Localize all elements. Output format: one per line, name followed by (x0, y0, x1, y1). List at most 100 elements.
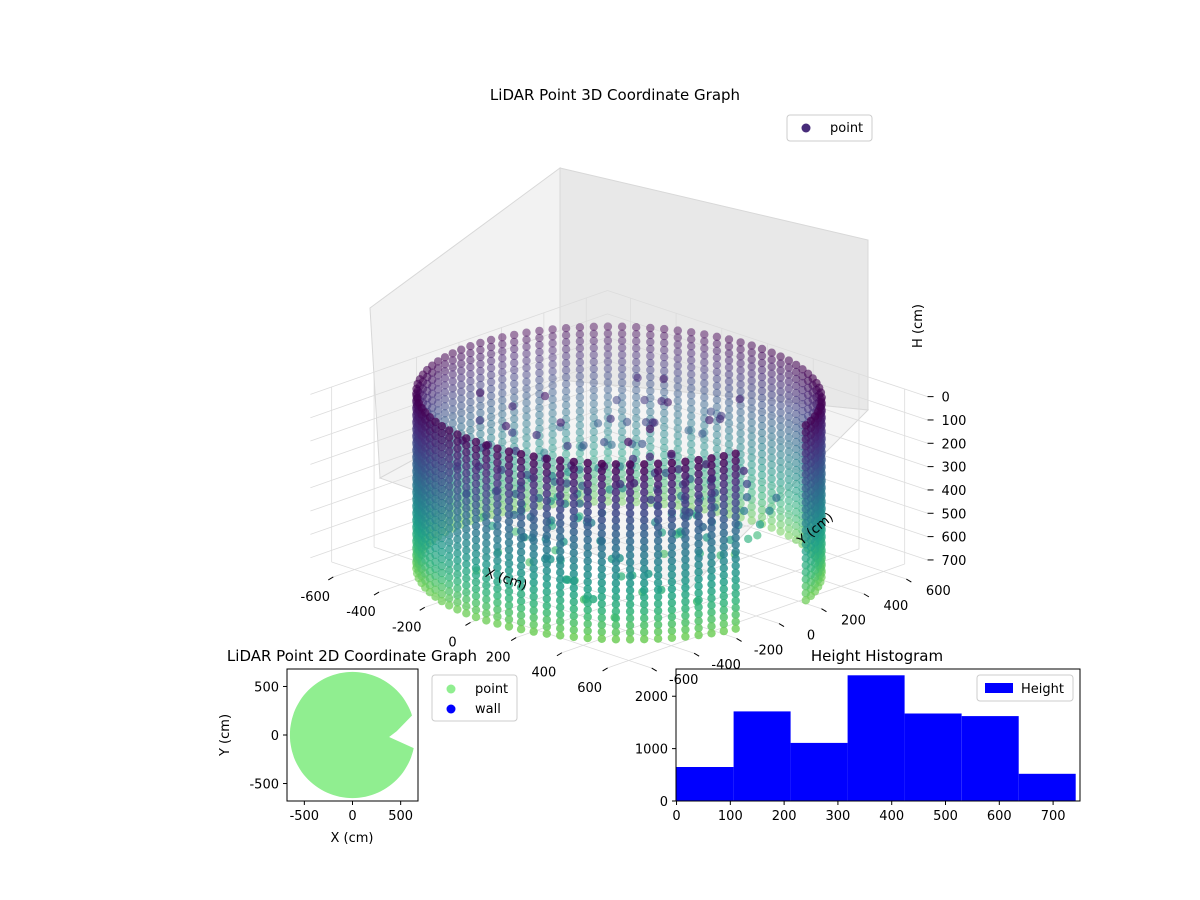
scatter-point (575, 400, 585, 409)
scatter-point (462, 483, 471, 492)
scatter-point (776, 429, 785, 438)
grid-line (607, 290, 928, 398)
scatter-point (640, 565, 649, 574)
scatter-point (784, 356, 793, 365)
scatter-point (646, 358, 655, 368)
scatter-point (561, 338, 571, 347)
scatter-point (798, 365, 807, 374)
scatter-point (583, 605, 592, 615)
scatter-point (719, 550, 728, 559)
scatter-point (757, 358, 767, 368)
scatter-point (706, 407, 716, 416)
scatter-point (625, 495, 635, 504)
y-axis-label-2d: Y (cm) (218, 714, 233, 757)
scatter-point (791, 388, 801, 398)
scatter-point (471, 437, 481, 447)
scatter-point (731, 624, 740, 633)
scatter-point (445, 510, 454, 519)
scatter-point (548, 381, 557, 390)
scatter-point (482, 469, 491, 478)
scatter-point (575, 421, 585, 430)
scatter-point (791, 395, 801, 405)
scatter-point (583, 591, 592, 601)
scatter-point (731, 477, 740, 486)
scatter-point (625, 467, 635, 476)
scatter-point (486, 419, 496, 429)
scatter-point (694, 560, 703, 570)
scatter-point (476, 380, 485, 390)
scatter-point (694, 574, 703, 584)
scatter-point (583, 612, 592, 622)
scatter-point (784, 496, 793, 505)
scatter-point (625, 621, 635, 630)
scatter-point (583, 486, 592, 496)
scatter-point (767, 481, 776, 490)
scatter-point (700, 421, 709, 430)
scatter-point (632, 393, 641, 402)
scatter-point (603, 329, 613, 338)
scatter-point (437, 526, 447, 536)
scatter-point (535, 361, 544, 371)
scatter-point (681, 478, 690, 487)
scatter-point (448, 405, 457, 414)
scatter-point (457, 380, 466, 389)
scatter-point (548, 360, 557, 369)
scatter-point (694, 511, 703, 521)
scatter-point (776, 408, 785, 417)
scatter-point (617, 434, 627, 443)
scatter-point (482, 462, 491, 471)
scatter-point (611, 621, 621, 630)
x-tick-label-histogram: 300 (826, 809, 851, 824)
scatter-point (583, 507, 592, 517)
scatter-point (445, 496, 454, 505)
scatter-point (583, 584, 592, 594)
scatter-point (681, 471, 690, 480)
scatter-point (645, 424, 655, 434)
scatter-point (784, 475, 793, 484)
scatter-point (493, 472, 502, 481)
scatter-point (784, 524, 793, 533)
scatter-point (462, 560, 471, 569)
scatter-point (767, 376, 776, 385)
scatter-point (466, 342, 475, 351)
scatter-point (633, 373, 642, 382)
scatter-point (431, 487, 440, 496)
scatter-point (724, 398, 734, 407)
scatter-point (575, 435, 585, 444)
scatter-point (504, 461, 514, 470)
scatter-point (498, 396, 507, 405)
scatter-point (707, 503, 716, 512)
scatter-point (640, 572, 649, 581)
scatter-point (667, 556, 677, 565)
scatter-point (482, 483, 491, 492)
scatter-point (617, 427, 627, 436)
scatter-point (791, 409, 801, 419)
scatter-point (694, 483, 703, 493)
y-tick-label-3d: -600 (669, 673, 699, 688)
scatter-point (660, 415, 669, 425)
scatter-point (660, 387, 669, 397)
scatter-point (569, 457, 578, 467)
scatter-point (736, 338, 745, 347)
scatter-point (611, 530, 621, 539)
scatter-point (482, 441, 491, 450)
scatter-point (486, 398, 496, 408)
scatter-point (471, 605, 481, 615)
scatter-point (663, 398, 672, 407)
scatter-point (510, 330, 519, 340)
scatter-point (548, 444, 557, 453)
scatter-point (731, 498, 740, 507)
scatter-point (784, 461, 793, 470)
scatter-point (437, 464, 447, 473)
scatter-point (493, 598, 502, 607)
scatter-point (646, 323, 655, 333)
scatter-point (516, 457, 526, 466)
scatter-point (660, 436, 669, 446)
scatter-point (431, 592, 440, 601)
scatter-point (611, 460, 621, 469)
scatter-point (731, 533, 740, 542)
scatter-point (445, 559, 454, 568)
scatter-point (694, 469, 703, 479)
scatter-point (731, 484, 740, 493)
scatter-point (542, 601, 551, 610)
